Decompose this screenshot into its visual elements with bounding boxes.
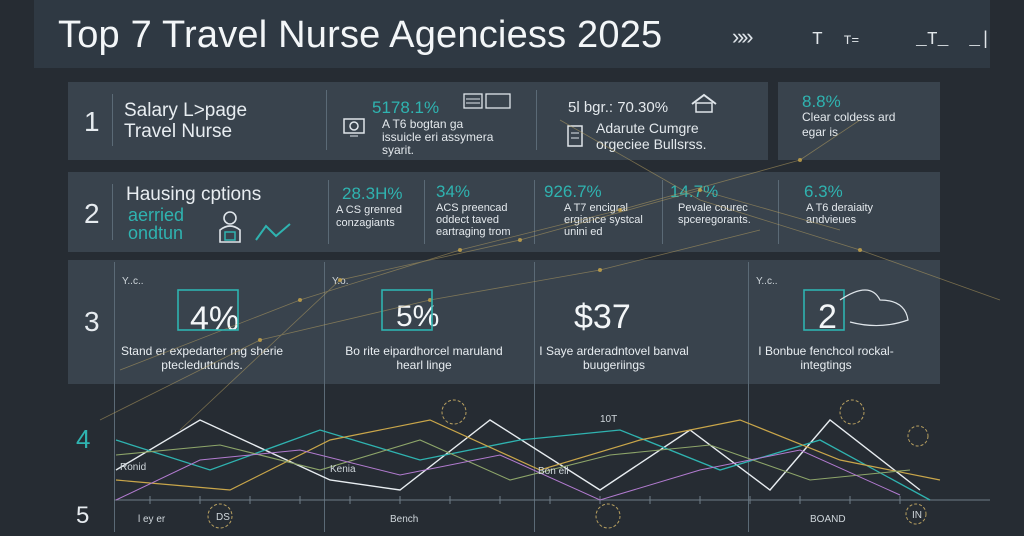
- row-1-number: 1: [84, 106, 100, 137]
- row-3-number: 3: [84, 306, 100, 337]
- row-1-cell-2-value: 5l bgr.: 70.30%: [568, 99, 669, 116]
- row-1-cell-2-text: Adarute Cumgre orgeciee Bullsrss.: [596, 120, 707, 152]
- page-title: Top 7 Travel Nurse Agenciess 2025: [58, 14, 663, 56]
- row-2-heading: Hausing cptions: [126, 184, 262, 205]
- row-4-number: 4: [76, 424, 91, 454]
- row-1-cell-1-text: A T6 bogtan ga issuicle eri assymera sya…: [382, 117, 494, 157]
- title-bar: [34, 0, 990, 68]
- trend-icon: [254, 220, 294, 249]
- home-icon: [690, 92, 720, 119]
- row-3-cell-1-value: 4%: [190, 300, 240, 338]
- graph-label-ley-er: l ey er: [138, 514, 166, 525]
- toolbar-icons[interactable]: T T= _T_ _|: [812, 30, 1001, 50]
- row-1-cell-3-text: Clear coldess ard egar is: [802, 110, 896, 139]
- row-3-cell-4-value: 2: [818, 298, 837, 336]
- row-3-cell-3-caption: I Saye arderadntovel banval buugeriings: [539, 344, 689, 372]
- graph-label-ronid: Ronid: [120, 462, 147, 473]
- row-2-cell-5-text: A T6 deraiaity andvieues: [806, 202, 874, 226]
- row-3-cell-4-caption: I Bonbue fenchcol rockal-integtings: [758, 344, 894, 372]
- row-1-cell-3-value: 8.8%: [802, 92, 841, 111]
- row-5-number: 5: [76, 502, 90, 529]
- person-icon: [216, 210, 246, 249]
- row-2-number: 2: [84, 198, 100, 229]
- graph-label-10t: 10T: [600, 414, 618, 425]
- text-tool-icon[interactable]: T: [812, 30, 823, 50]
- row-1-cell-1-value: 5178.1%: [372, 98, 440, 117]
- row-2-cell-1-value: 28.3H%: [342, 184, 403, 203]
- row-2-cell-3-value: 926.7%: [544, 182, 602, 201]
- text-size-icon[interactable]: T=: [843, 33, 860, 48]
- graph-label-bench: Bench: [390, 514, 419, 525]
- row-2-cell-2-value: 34%: [436, 182, 471, 201]
- graph-label-in: IN: [912, 510, 922, 521]
- align-top-icon[interactable]: _T_: [916, 30, 949, 50]
- document-icon: [566, 124, 586, 153]
- graph-label-kenia: Kenia: [330, 464, 356, 475]
- row-3-cell-1-label: Y..c..: [122, 276, 144, 287]
- row-2-cell-1-text: A CS grenred conzagiants: [336, 204, 403, 229]
- row-2-cell-3-text: A T7 encigral ergiance systcal unini ed: [564, 202, 643, 238]
- graph-label-boand: BOAND: [810, 514, 846, 525]
- bus-icon: [462, 92, 512, 119]
- graph-label-ds: DS: [216, 512, 230, 523]
- row-3-cell-3-value: $37: [574, 298, 631, 336]
- graph-label-bon-ell: Bon ell: [538, 466, 569, 477]
- camera-icon: [342, 116, 366, 143]
- row-2-cell-4-text: Pevale courec spceregorants.: [678, 202, 751, 226]
- row-3-cell-1-caption: Stand er expedarter mg sherie ptecledutt…: [120, 344, 284, 372]
- row-3-cell-2-caption: Bo rite eipardhorcel maruland hearl ling…: [345, 344, 503, 372]
- row-2-cell-2-text: ACS preencad oddect taved eartraging tro…: [436, 202, 511, 238]
- align-bottom-icon[interactable]: _|: [969, 30, 991, 50]
- row-2-cell-5-value: 6.3%: [804, 182, 843, 201]
- row-1-panel: [68, 82, 768, 160]
- row-2-subheading: aerried ondtun: [128, 205, 185, 243]
- row-3-cell-4-label: Y..c..: [756, 276, 778, 287]
- row-1-heading: Salary L>page Travel Nurse: [124, 100, 248, 142]
- forward-arrows-icon: »»: [732, 24, 754, 49]
